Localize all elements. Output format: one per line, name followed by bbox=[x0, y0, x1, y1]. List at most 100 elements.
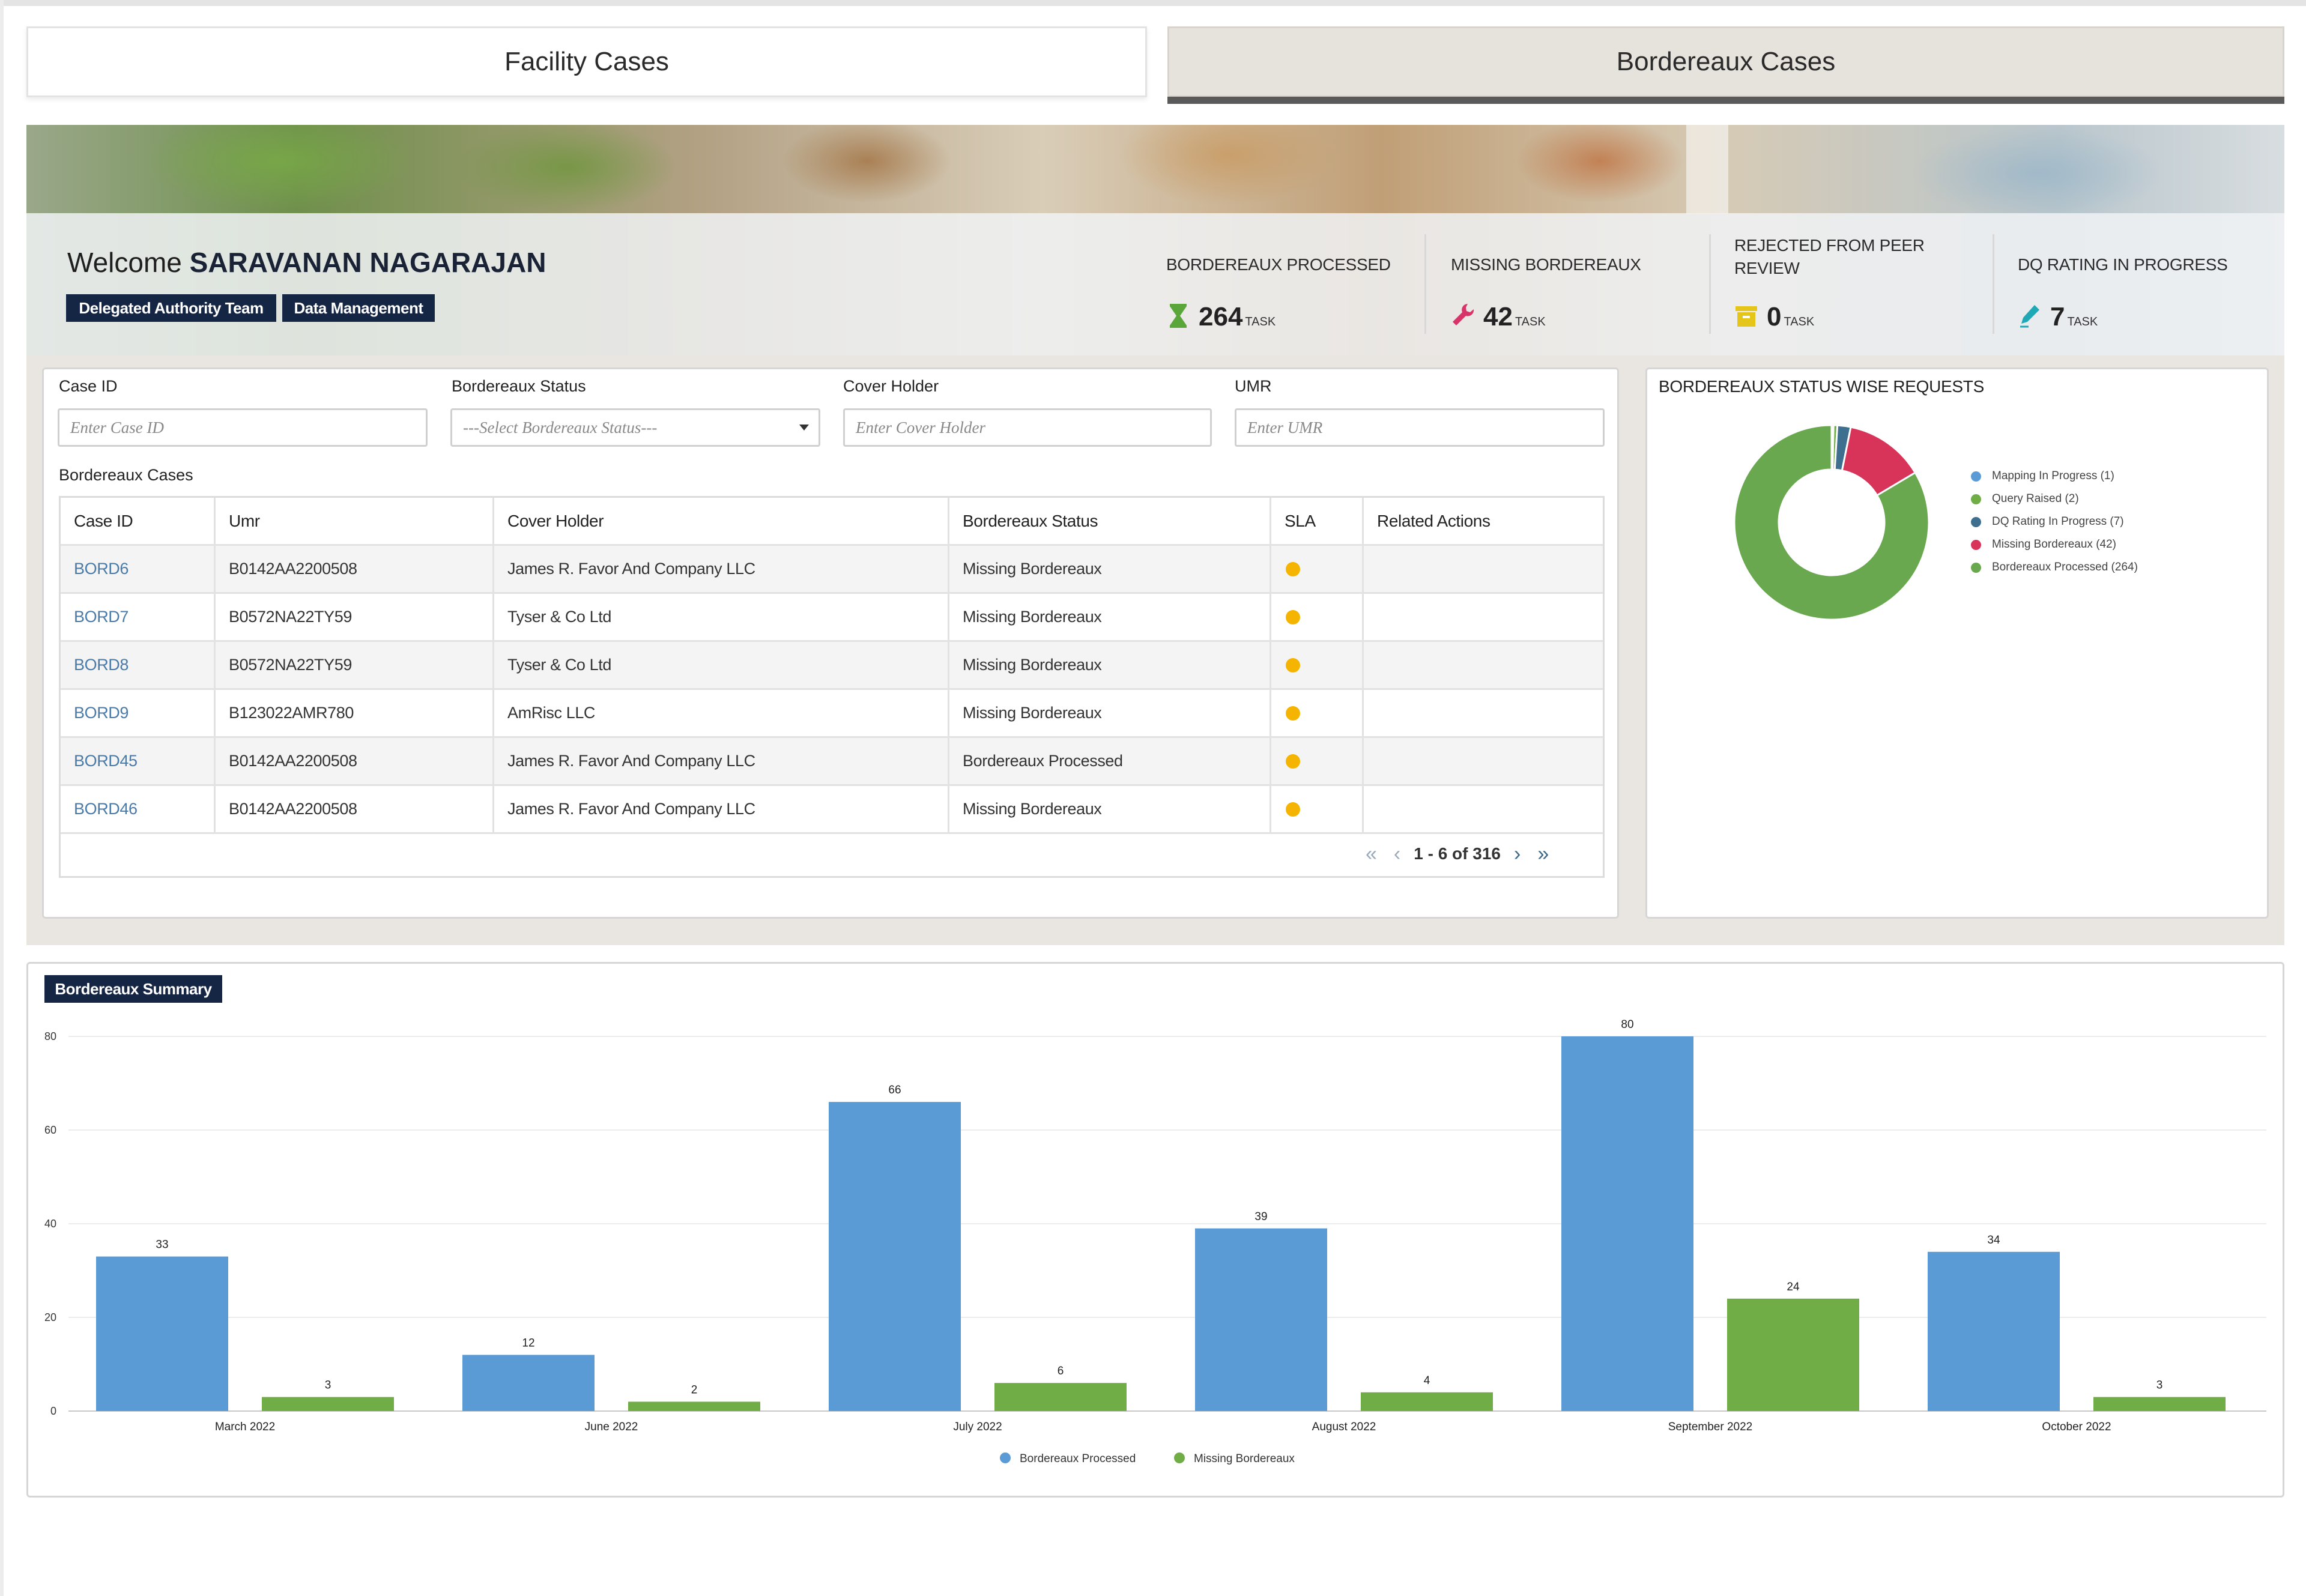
x-tick-label: June 2022 bbox=[585, 1421, 638, 1433]
case-id-link[interactable]: BORD6 bbox=[74, 560, 129, 578]
bar-value-label: 12 bbox=[522, 1337, 534, 1349]
bar[interactable] bbox=[96, 1256, 228, 1411]
umr-cell: B0142AA2200508 bbox=[216, 786, 494, 832]
stat-value: 264 bbox=[1199, 302, 1243, 331]
team-chip: Delegated Authority Team bbox=[66, 294, 276, 322]
bar[interactable] bbox=[1727, 1298, 1859, 1411]
bar-value-label: 66 bbox=[888, 1084, 901, 1096]
status-cell: Missing Bordereaux bbox=[949, 786, 1271, 832]
legend-label: DQ Rating In Progress (7) bbox=[1992, 515, 2124, 528]
bar[interactable] bbox=[829, 1102, 961, 1411]
stat-label: BORDEREAUX PROCESSED bbox=[1166, 255, 1391, 274]
legend-dot bbox=[1971, 539, 1981, 550]
stat-divider bbox=[1709, 234, 1711, 334]
stat-unit: TASK bbox=[1245, 315, 1276, 328]
bar[interactable] bbox=[1928, 1251, 2060, 1411]
col-sla[interactable]: SLA bbox=[1271, 498, 1364, 544]
bar-value-label: 3 bbox=[325, 1379, 331, 1392]
status-label: Bordereaux Status bbox=[452, 377, 586, 395]
case-id-label: Case ID bbox=[59, 377, 118, 395]
donut-legend-item[interactable]: Query Raised (2) bbox=[1971, 492, 2079, 506]
donut-legend-item[interactable]: DQ Rating In Progress (7) bbox=[1971, 515, 2124, 528]
x-tick-label: August 2022 bbox=[1312, 1421, 1376, 1433]
bar[interactable] bbox=[1361, 1392, 1493, 1411]
cover-holder-input[interactable]: Enter Cover Holder bbox=[843, 408, 1212, 447]
status-cell: Missing Bordereaux bbox=[949, 594, 1271, 640]
bar[interactable] bbox=[2093, 1397, 2226, 1411]
legend-label[interactable]: Missing Bordereaux bbox=[1194, 1452, 1295, 1465]
sla-dot bbox=[1286, 802, 1300, 817]
bar[interactable] bbox=[628, 1401, 760, 1411]
umr-cell: B0142AA2200508 bbox=[216, 546, 494, 592]
legend-label: Mapping In Progress (1) bbox=[1992, 470, 2114, 482]
summary-title: Bordereaux Summary bbox=[44, 975, 222, 1003]
legend-label: Missing Bordereaux (42) bbox=[1992, 538, 2116, 551]
case-id-link[interactable]: BORD46 bbox=[74, 800, 138, 818]
tab-facility-cases[interactable]: Facility Cases bbox=[26, 26, 1147, 97]
donut-legend-item[interactable]: Missing Bordereaux (42) bbox=[1971, 538, 2116, 551]
umr-label: UMR bbox=[1235, 377, 1272, 395]
cases-table: Case ID Umr Cover Holder Bordereaux Stat… bbox=[59, 496, 1605, 878]
tab-bordereaux-cases[interactable]: Bordereaux Cases bbox=[1167, 26, 2284, 104]
status-select[interactable]: ---Select Bordereaux Status--- bbox=[450, 408, 820, 447]
sla-dot bbox=[1286, 706, 1300, 721]
status-cell: Bordereaux Processed bbox=[949, 738, 1271, 784]
bar[interactable] bbox=[462, 1355, 595, 1411]
legend-label: Query Raised (2) bbox=[1992, 492, 2079, 505]
bar[interactable] bbox=[262, 1397, 394, 1411]
last-page-icon[interactable]: » bbox=[1537, 842, 1549, 865]
col-umr[interactable]: Umr bbox=[216, 498, 494, 544]
status-cell: Missing Bordereaux bbox=[949, 546, 1271, 592]
sla-dot bbox=[1286, 754, 1300, 769]
bar-value-label: 24 bbox=[1787, 1281, 1800, 1293]
related-actions-cell bbox=[1364, 738, 1603, 784]
case-id-input[interactable]: Enter Case ID bbox=[58, 408, 428, 447]
cover-holder-cell: Tyser & Co Ltd bbox=[494, 594, 949, 640]
related-actions-cell bbox=[1364, 642, 1603, 688]
donut-legend-item[interactable]: Bordereaux Processed (264) bbox=[1971, 561, 2138, 574]
legend-label[interactable]: Bordereaux Processed bbox=[1020, 1452, 1136, 1465]
related-actions-cell bbox=[1364, 546, 1603, 592]
table-row: BORD6 B0142AA2200508 James R. Favor And … bbox=[61, 546, 1603, 594]
umr-input[interactable]: Enter UMR bbox=[1235, 408, 1605, 447]
x-tick-label: September 2022 bbox=[1668, 1421, 1753, 1433]
col-cover-holder[interactable]: Cover Holder bbox=[494, 498, 949, 544]
prev-page-icon[interactable]: ‹ bbox=[1393, 842, 1401, 865]
pagination-range: 1 - 6 of 316 bbox=[1414, 844, 1501, 863]
cover-holder-label: Cover Holder bbox=[843, 377, 939, 395]
case-id-link[interactable]: BORD9 bbox=[74, 704, 129, 722]
bar[interactable] bbox=[1561, 1036, 1693, 1411]
col-status[interactable]: Bordereaux Status bbox=[949, 498, 1271, 544]
y-tick-label: 0 bbox=[50, 1405, 56, 1417]
stat-divider bbox=[1424, 234, 1426, 334]
bar-value-label: 4 bbox=[1424, 1374, 1430, 1387]
legend-dot bbox=[1971, 516, 1981, 527]
pen-icon bbox=[2018, 303, 2042, 329]
next-page-icon[interactable]: › bbox=[1513, 842, 1521, 865]
legend-dot bbox=[1971, 494, 1981, 504]
table-row: BORD45 B0142AA2200508 James R. Favor And… bbox=[61, 738, 1603, 786]
case-id-link[interactable]: BORD7 bbox=[74, 608, 129, 626]
umr-cell: B0572NA22TY59 bbox=[216, 642, 494, 688]
y-tick-label: 60 bbox=[44, 1124, 56, 1136]
stat-unit: TASK bbox=[1784, 315, 1815, 328]
user-name: SARAVANAN NAGARAJAN bbox=[189, 247, 546, 278]
case-id-link[interactable]: BORD8 bbox=[74, 656, 129, 674]
table-header-row: Case ID Umr Cover Holder Bordereaux Stat… bbox=[61, 498, 1603, 546]
donut-slice[interactable] bbox=[1733, 424, 1930, 621]
bar[interactable] bbox=[1195, 1228, 1327, 1411]
stat-rejected-peer-review: REJECTED FROM PEER REVIEW 0 TASK bbox=[1734, 234, 1975, 336]
umr-cell: B123022AMR780 bbox=[216, 690, 494, 736]
col-case-id[interactable]: Case ID bbox=[61, 498, 216, 544]
umr-cell: B0572NA22TY59 bbox=[216, 594, 494, 640]
hero-overlay bbox=[26, 213, 2284, 355]
bar-value-label: 39 bbox=[1254, 1211, 1267, 1223]
donut-chart bbox=[1733, 424, 1930, 621]
bar[interactable] bbox=[994, 1383, 1127, 1411]
stat-label: REJECTED FROM PEER REVIEW bbox=[1734, 236, 1925, 277]
stat-missing-bordereaux: MISSING BORDEREAUX 42 TASK bbox=[1451, 234, 1691, 336]
donut-legend-item[interactable]: Mapping In Progress (1) bbox=[1971, 470, 2114, 483]
legend-dot bbox=[1971, 562, 1981, 573]
first-page-icon[interactable]: « bbox=[1366, 842, 1377, 865]
case-id-link[interactable]: BORD45 bbox=[74, 752, 138, 770]
